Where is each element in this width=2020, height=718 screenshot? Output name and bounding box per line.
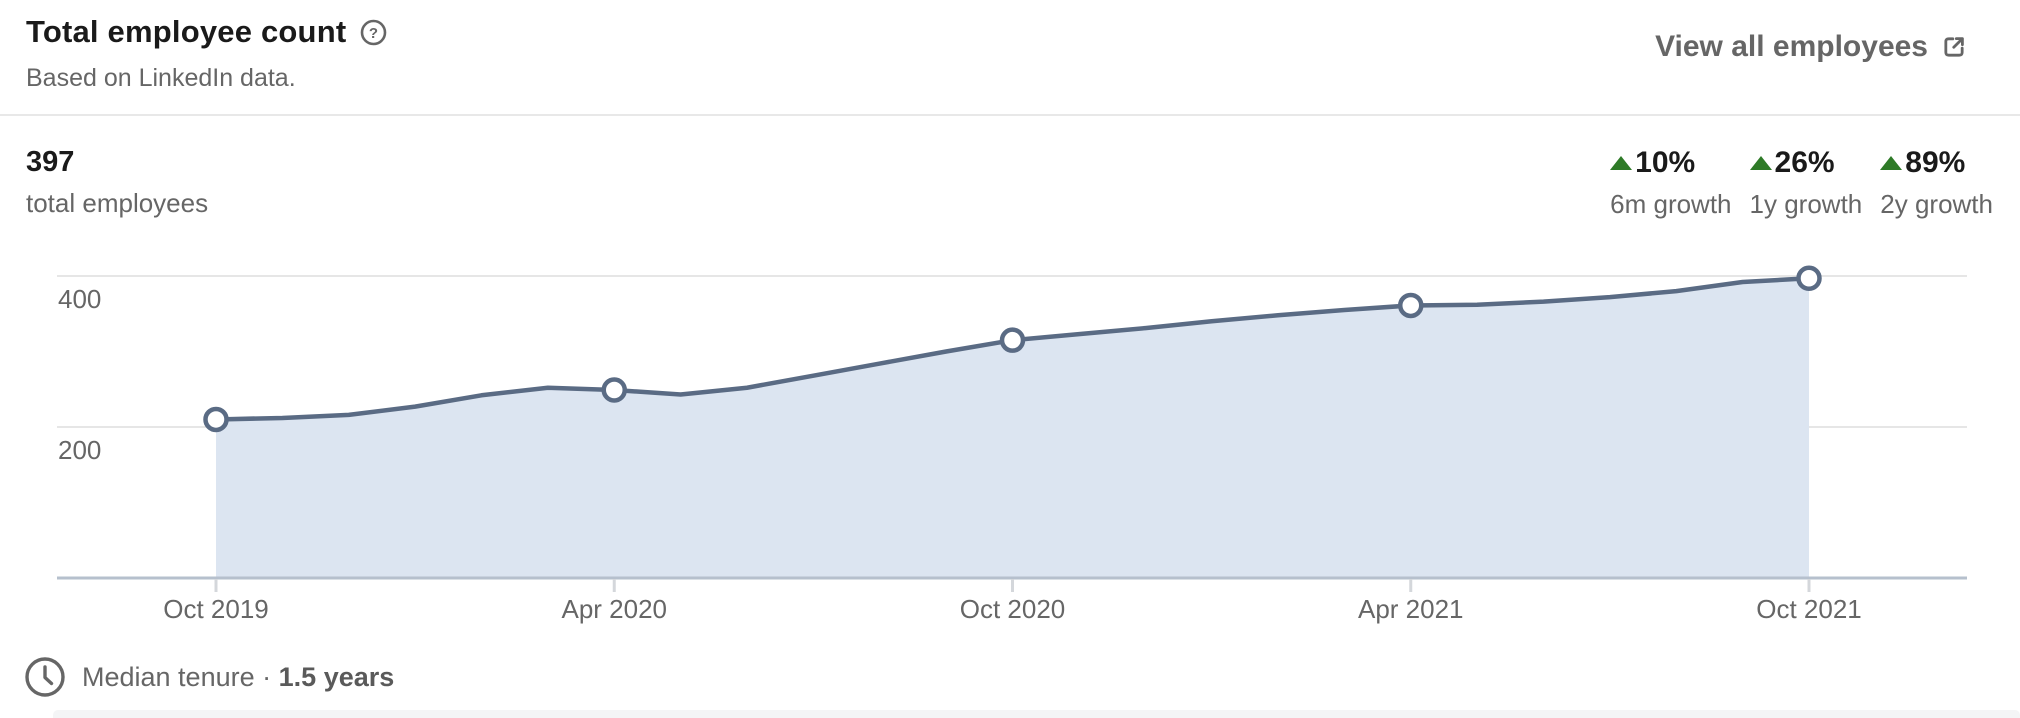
growth-value: 10%: [1610, 146, 1695, 180]
question-mark-circle-icon: ?: [360, 19, 387, 46]
growth-label: 2y growth: [1880, 189, 1993, 219]
subtitle: Based on LinkedIn data.: [26, 64, 296, 92]
area-fill: [216, 278, 1809, 578]
page-title: Total employee count: [26, 14, 347, 49]
growth-label: 1y growth: [1749, 189, 1863, 219]
growth-percent: 26%: [1774, 146, 1835, 179]
growth-value: 26%: [1749, 146, 1835, 180]
x-axis-labels: Oct 2019 Apr 2020 Oct 2020 Apr 2021 Oct 2021: [57, 594, 1967, 630]
x-axis-label: Oct 2019: [163, 594, 269, 624]
view-all-employees-link[interactable]: View all employees: [1655, 30, 1968, 64]
chart-data-point[interactable]: [999, 327, 1026, 353]
next-section-edge: [53, 710, 2020, 718]
median-tenure-label: Median tenure: [82, 661, 255, 692]
growth-label: 6m growth: [1610, 189, 1732, 219]
header: Total employee count ?: [26, 14, 387, 50]
x-axis-label: Oct 2021: [1756, 594, 1862, 624]
header-divider: [0, 114, 2020, 116]
up-arrow-icon: [1610, 156, 1633, 170]
up-arrow-icon: [1749, 156, 1772, 170]
x-axis-label: Oct 2020: [959, 594, 1066, 624]
clock-icon: [24, 656, 66, 698]
chart-data-point[interactable]: [1398, 292, 1424, 319]
employee-count-chart: [57, 240, 1967, 596]
x-axis-label: Apr 2021: [1357, 594, 1464, 624]
separator-dot: ·: [262, 661, 272, 692]
view-all-label: View all employees: [1655, 30, 1928, 63]
median-tenure: Median tenure · 1.5 years: [24, 656, 394, 698]
chart-data-point[interactable]: [1796, 265, 1822, 292]
help-button[interactable]: ?: [360, 19, 387, 46]
growth-stat-2y: 89% 2y growth: [1880, 146, 1993, 220]
growth-percent: 89%: [1905, 146, 1966, 179]
x-axis-label: Apr 2020: [561, 594, 668, 624]
growth-stat-6m: 10% 6m growth: [1610, 146, 1732, 220]
growth-value: 89%: [1880, 146, 1965, 180]
external-link-icon: [1940, 33, 1968, 61]
up-arrow-icon: [1880, 156, 1903, 170]
growth-stat-1y: 26% 1y growth: [1749, 146, 1863, 220]
total-employee-label: total employees: [26, 188, 209, 218]
total-employee-value: 397: [26, 146, 75, 178]
median-tenure-text: Median tenure · 1.5 years: [82, 662, 394, 693]
median-tenure-value: 1.5 years: [278, 661, 395, 692]
svg-text:?: ?: [369, 25, 378, 42]
growth-percent: 10%: [1635, 146, 1696, 179]
chart-data-point[interactable]: [601, 377, 627, 403]
growth-stats: 10% 6m growth 26% 1y growth 89% 2y growt…: [1610, 146, 1993, 220]
chart-data-point[interactable]: [203, 406, 229, 433]
